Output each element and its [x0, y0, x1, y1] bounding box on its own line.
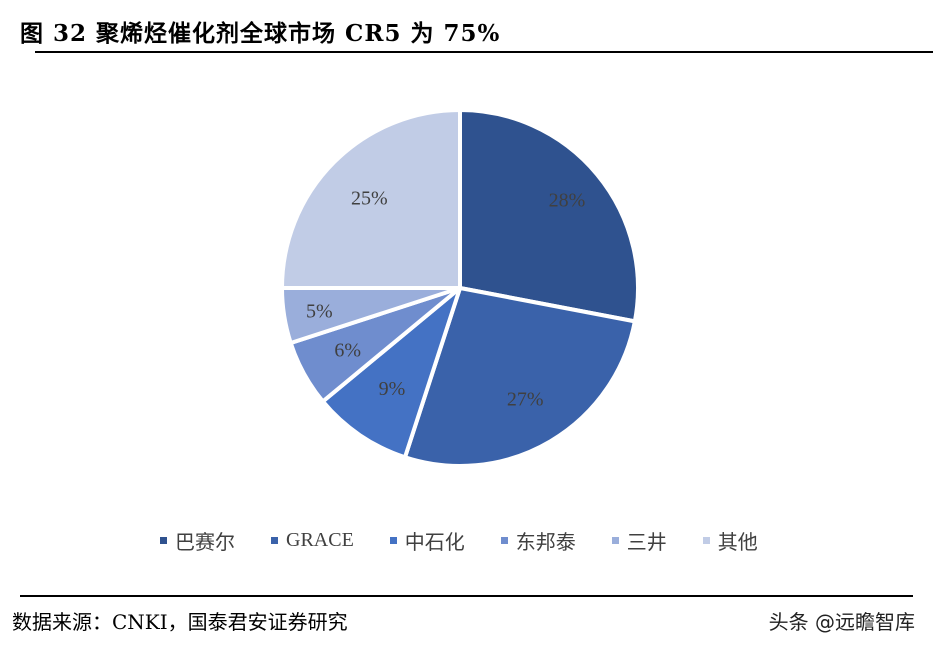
pie-chart: 28% 27% 9% 6%5% 25%	[280, 108, 640, 468]
slice-label: 6%	[334, 340, 361, 362]
legend-item: GRACE	[271, 529, 354, 552]
legend-label: GRACE	[286, 529, 354, 551]
legend-swatch-icon	[611, 537, 619, 544]
legend-label: 三井	[626, 530, 667, 554]
legend-swatch-icon	[389, 537, 397, 544]
legend-item: 东邦泰	[500, 526, 576, 555]
legend-swatch-icon	[271, 537, 278, 544]
legend-label: 中石化	[404, 530, 465, 554]
legend-item: 三井	[611, 526, 667, 555]
pie-slice-2	[320, 286, 462, 460]
pie-slice-1	[402, 286, 637, 468]
slice-label: 9%	[379, 378, 406, 400]
legend-swatch-icon	[702, 537, 710, 544]
chart-title: 图 32 聚烯烃催化剂全球市场 CR5 为 75%	[20, 20, 501, 47]
legend-swatch-icon	[160, 537, 167, 544]
slice-label: 27%	[507, 388, 544, 410]
title-divider	[35, 51, 933, 53]
pie-slice-5	[280, 108, 462, 290]
slice-label: 28%	[549, 190, 586, 212]
slice-label: 5%	[306, 300, 333, 322]
legend-label: 其他	[717, 530, 758, 554]
data-source-note: 数据来源：CNKI，国泰君安证券研究	[12, 610, 348, 634]
legend-item: 其他	[702, 526, 758, 555]
pie-slice-0	[458, 108, 640, 324]
watermark: 头条 @远瞻智库	[768, 610, 915, 634]
slice-label: 25%	[351, 187, 388, 209]
legend-item: 巴赛尔	[160, 526, 235, 555]
footer-divider	[20, 595, 913, 597]
legend-item: 中石化	[389, 526, 465, 555]
chart-legend: 巴赛尔 GRACE 中石化 东邦泰 三井 其他	[160, 526, 794, 555]
legend-swatch-icon	[500, 537, 508, 544]
legend-label: 东邦泰	[515, 530, 576, 554]
legend-label: 巴赛尔	[175, 530, 235, 554]
